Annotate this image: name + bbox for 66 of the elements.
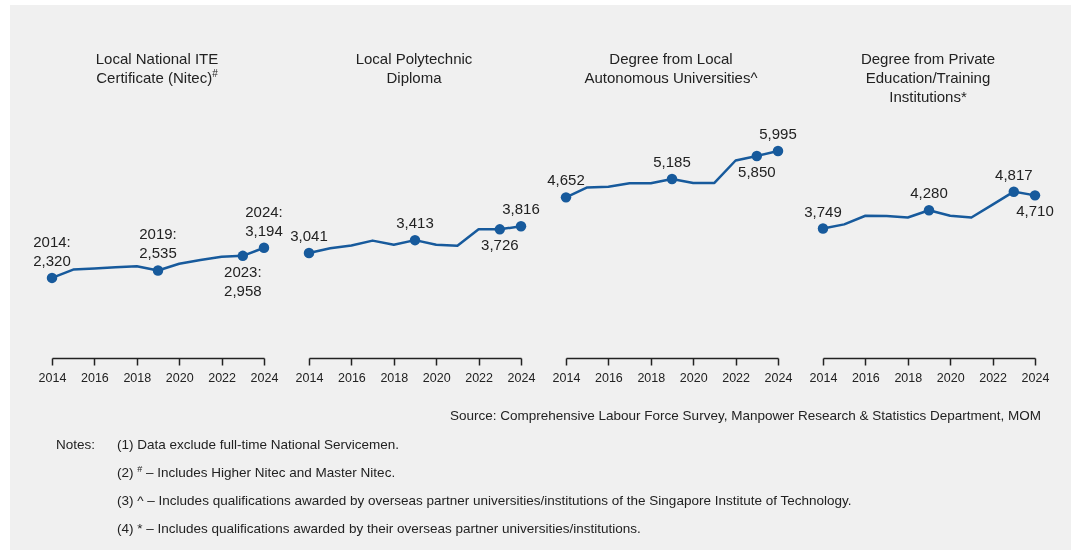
point (772, 145, 784, 157)
x-tick-label: 2022 (979, 370, 1008, 385)
x-tick-label: 2020 (936, 370, 965, 385)
x-tick-label: 2018 (380, 370, 409, 385)
x-tick-label: 2016 (594, 370, 623, 385)
data-label: 5,185 (653, 152, 691, 170)
point (258, 242, 270, 253)
x-tick-label: 2016 (337, 370, 366, 385)
point (515, 221, 527, 232)
text: (2) $^{#}$ – Includes Higher Nitec and Master Nitec. (117, 463, 396, 480)
data-label: 3,041 (290, 227, 328, 244)
data-label: 5,995 (759, 125, 797, 142)
x-tick-label: 2022 (208, 370, 237, 385)
text: (3) ^ – Includes qualifications awarded by overseas partner universities/institutions of the Singapore Institute of Technology. (117, 493, 852, 508)
text: Notes: (56, 437, 96, 452)
x-tick-label: 2018 (123, 370, 152, 385)
point (46, 272, 58, 284)
data-label: 3,816 (502, 200, 540, 218)
data-label: 2023: 2,958 (224, 262, 262, 299)
text: (1) Data exclude full-time National Servicemen. (117, 437, 400, 452)
x-tick-label: 2024 (250, 370, 279, 385)
point (409, 234, 421, 246)
x-tick-label: 2018 (637, 370, 666, 385)
point (1008, 186, 1020, 197)
x-tick-label: 2020 (679, 370, 708, 385)
text: (4) * – Includes qualifications awarded by their overseas partner universities/institutions. (117, 521, 641, 536)
point (1029, 190, 1041, 201)
x-tick-label: 2014 (295, 370, 324, 385)
point (751, 150, 763, 162)
point (817, 223, 829, 234)
data-label: 2024: 3,194 (245, 202, 283, 239)
data-label: 3,413 (396, 214, 434, 232)
point (923, 204, 935, 216)
x-tick-label: 2014 (38, 370, 67, 385)
x-tick-label: 2022 (465, 370, 494, 385)
point (237, 250, 249, 262)
source-note: Source: Comprehensive Labour Force Survey, Manpower Research & Statistics Department, MOM (449, 408, 1041, 423)
chart-title: Degree from Local Autonomous Universities^ (583, 49, 759, 88)
data-label: 2019: 2,535 (139, 225, 177, 262)
x-tick-label: 2018 (894, 370, 923, 385)
point (152, 265, 164, 276)
x-tick-label: 2014 (809, 370, 838, 385)
x-tick-label: 2020 (165, 370, 194, 385)
x-tick-label: 2020 (422, 370, 451, 385)
data-label: 4,280 (910, 184, 948, 202)
data-label: 4,817 (995, 165, 1033, 183)
x-tick-label: 2024 (1021, 370, 1050, 385)
data-label: 4,710 (1016, 202, 1054, 220)
x-tick-label: 2024 (764, 370, 793, 385)
x-tick-label: 2022 (722, 370, 751, 385)
point (494, 224, 506, 235)
chart-title: Local Polytechnic Diploma (354, 49, 474, 88)
x-tick-label: 2024 (507, 370, 536, 385)
data-label: 2014: 2,320 (33, 232, 71, 269)
x-tick-label: 2014 (552, 370, 581, 385)
data-label: 5,850 (738, 163, 776, 181)
chart-title: Local National ITE Certificate (Nitec)$^{#}$ (94, 49, 220, 88)
point (303, 247, 315, 259)
point (666, 173, 678, 185)
data-label: 4,652 (547, 171, 585, 189)
point (560, 192, 572, 203)
x-tick-label: 2016 (851, 370, 880, 385)
chart-title: Degree from Private Education/Training Institutions* (859, 49, 997, 107)
data-label: 3,726 (481, 236, 519, 254)
x-tick-label: 2016 (80, 370, 109, 385)
data-label: 3,749 (804, 202, 842, 220)
